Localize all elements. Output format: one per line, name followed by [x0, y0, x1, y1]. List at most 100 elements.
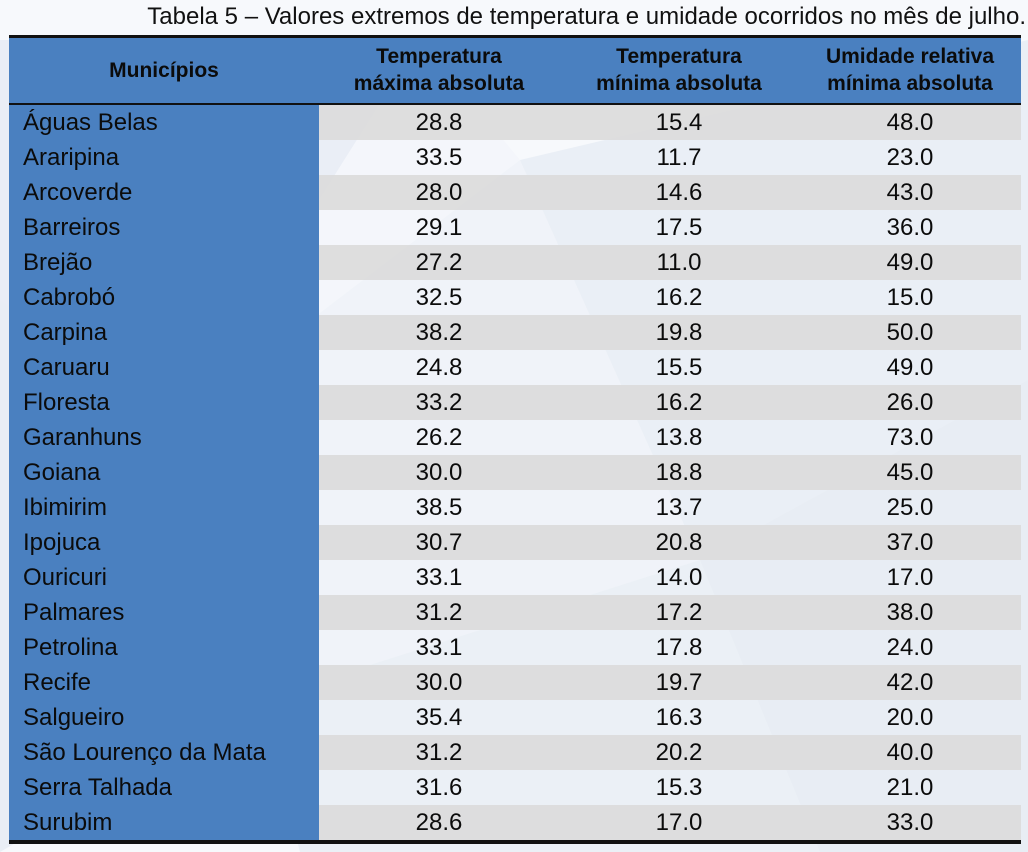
table-header: Municípios Temperatura máxima absoluta T…: [9, 35, 1021, 105]
cell-temp-max: 31.2: [319, 734, 559, 770]
table-row: Petrolina 33.1 17.8 24.0: [9, 629, 1021, 665]
cell-humidity-min: 17.0: [886, 563, 934, 591]
table-body: Águas Belas 28.8 15.4 48.0 Araripina 33.5 11.…: [9, 103, 1021, 844]
cell-temp-max: 35.4: [415, 703, 463, 731]
table-row: Ipojuca 30.7 20.8 37.0: [9, 524, 1021, 560]
cell-temp-min: 15.5: [655, 353, 703, 381]
cell-temp-max: 28.0: [319, 174, 559, 210]
cell-municipio: Carpina: [9, 314, 319, 350]
cell-temp-min: 16.2: [655, 283, 703, 311]
cell-humidity-min: 25.0: [886, 493, 934, 521]
cell-municipio: Ouricuri: [9, 559, 319, 595]
table-row: Caruaru 24.8 15.5 49.0: [9, 349, 1021, 385]
cell-humidity-min: 49.0: [886, 353, 934, 381]
table-row: Serra Talhada 31.6 15.3 21.0: [9, 769, 1021, 805]
cell-humidity-min: 42.0: [799, 664, 1021, 700]
cell-humidity-min: 49.0: [799, 244, 1021, 280]
cell-temp-max: 30.0: [319, 664, 559, 700]
data-table-container: Municípios Temperatura máxima absoluta T…: [9, 35, 1021, 844]
cell-humidity-min: 20.0: [886, 703, 934, 731]
cell-municipio: Barreiros: [9, 209, 319, 245]
cell-municipio: Ipojuca: [9, 524, 319, 560]
cell-temp-min: 20.8: [559, 524, 799, 560]
cell-temp-max: 26.2: [415, 423, 463, 451]
header-temp-min-line2: mínima absoluta: [596, 72, 762, 96]
cell-temp-max: 33.1: [415, 563, 463, 591]
cell-temp-max: 33.5: [415, 143, 463, 171]
cell-temp-min: 14.6: [559, 174, 799, 210]
cell-temp-max: 28.8: [319, 103, 559, 140]
cell-humidity-min: 50.0: [799, 314, 1021, 350]
table-row: Salgueiro 35.4 16.3 20.0: [9, 699, 1021, 735]
cell-temp-min: 17.5: [655, 213, 703, 241]
cell-humidity-min: 24.0: [886, 633, 934, 661]
table-row: Brejão 27.2 11.0 49.0: [9, 244, 1021, 280]
cell-municipio: Brejão: [9, 244, 319, 280]
header-temp-max-line2: máxima absoluta: [353, 72, 525, 96]
climate-extremes-table: Municípios Temperatura máxima absoluta T…: [9, 35, 1021, 844]
cell-municipio: Garanhuns: [9, 419, 319, 455]
cell-municipio: Petrolina: [9, 629, 319, 665]
cell-humidity-min: 45.0: [799, 454, 1021, 490]
cell-temp-min: 13.7: [655, 493, 703, 521]
cell-humidity-min: 33.0: [799, 804, 1021, 844]
header-humidity-min-line1: Umidade relativa: [825, 45, 995, 69]
table-row: Arcoverde 28.0 14.6 43.0: [9, 174, 1021, 210]
cell-municipio: Palmares: [9, 594, 319, 630]
cell-humidity-min: 73.0: [886, 423, 934, 451]
header-humidity-min-line2: mínima absoluta: [827, 72, 993, 96]
cell-municipio: Surubim: [9, 804, 319, 844]
cell-temp-min: 19.8: [559, 314, 799, 350]
cell-temp-max: 28.6: [319, 804, 559, 844]
cell-municipio: Floresta: [9, 384, 319, 420]
cell-municipio: Salgueiro: [9, 699, 319, 735]
cell-municipio: São Lourenço da Mata: [9, 734, 319, 770]
cell-humidity-min: 37.0: [799, 524, 1021, 560]
cell-temp-max: 30.7: [319, 524, 559, 560]
cell-temp-max: 24.8: [415, 353, 463, 381]
table-row: Palmares 31.2 17.2 38.0: [9, 594, 1021, 630]
header-municipios: Municípios: [9, 35, 319, 105]
cell-temp-max: 27.2: [319, 244, 559, 280]
table-row: Barreiros 29.1 17.5 36.0: [9, 209, 1021, 245]
table-row: Araripina 33.5 11.7 23.0: [9, 139, 1021, 175]
header-municipios-label: Municípios: [109, 58, 219, 82]
table-row: Garanhuns 26.2 13.8 73.0: [9, 419, 1021, 455]
cell-municipio: Ibimirim: [9, 489, 319, 525]
cell-temp-max: 38.2: [319, 314, 559, 350]
cell-temp-min: 16.3: [655, 703, 703, 731]
table-caption: Tabela 5 – Valores extremos de temperatu…: [147, 3, 1026, 30]
header-humidity-min: Umidade relativa mínima absoluta: [799, 35, 1021, 105]
cell-temp-min: 20.2: [559, 734, 799, 770]
cell-temp-min: 13.8: [655, 423, 703, 451]
cell-humidity-min: 36.0: [886, 213, 934, 241]
cell-municipio: Águas Belas: [9, 103, 319, 140]
cell-temp-min: 19.7: [559, 664, 799, 700]
cell-municipio: Arcoverde: [9, 174, 319, 210]
cell-temp-max: 30.0: [319, 454, 559, 490]
table-row: Ibimirim 38.5 13.7 25.0: [9, 489, 1021, 525]
cell-municipio: Recife: [9, 664, 319, 700]
cell-temp-max: 38.5: [415, 493, 463, 521]
cell-temp-min: 14.0: [655, 563, 703, 591]
header-temp-min-line1: Temperatura: [616, 45, 742, 69]
header-row: Municípios Temperatura máxima absoluta T…: [9, 35, 1021, 105]
cell-temp-min: 11.0: [559, 244, 799, 280]
table-row: Surubim 28.6 17.0 33.0: [9, 804, 1021, 844]
cell-temp-min: 16.2: [559, 384, 799, 420]
cell-temp-min: 17.0: [559, 804, 799, 844]
table-row: Goiana 30.0 18.8 45.0: [9, 454, 1021, 490]
cell-temp-min: 15.4: [559, 103, 799, 140]
cell-temp-max: 33.2: [319, 384, 559, 420]
cell-municipio: Serra Talhada: [9, 769, 319, 805]
table-row: São Lourenço da Mata 31.2 20.2 40.0: [9, 734, 1021, 770]
cell-municipio: Caruaru: [9, 349, 319, 385]
header-temp-max-line1: Temperatura: [376, 45, 502, 69]
cell-municipio: Araripina: [9, 139, 319, 175]
cell-temp-min: 15.3: [655, 773, 703, 801]
cell-temp-min: 18.8: [559, 454, 799, 490]
cell-humidity-min: 38.0: [799, 594, 1021, 630]
cell-temp-max: 32.5: [415, 283, 463, 311]
table-row: Águas Belas 28.8 15.4 48.0: [9, 103, 1021, 140]
